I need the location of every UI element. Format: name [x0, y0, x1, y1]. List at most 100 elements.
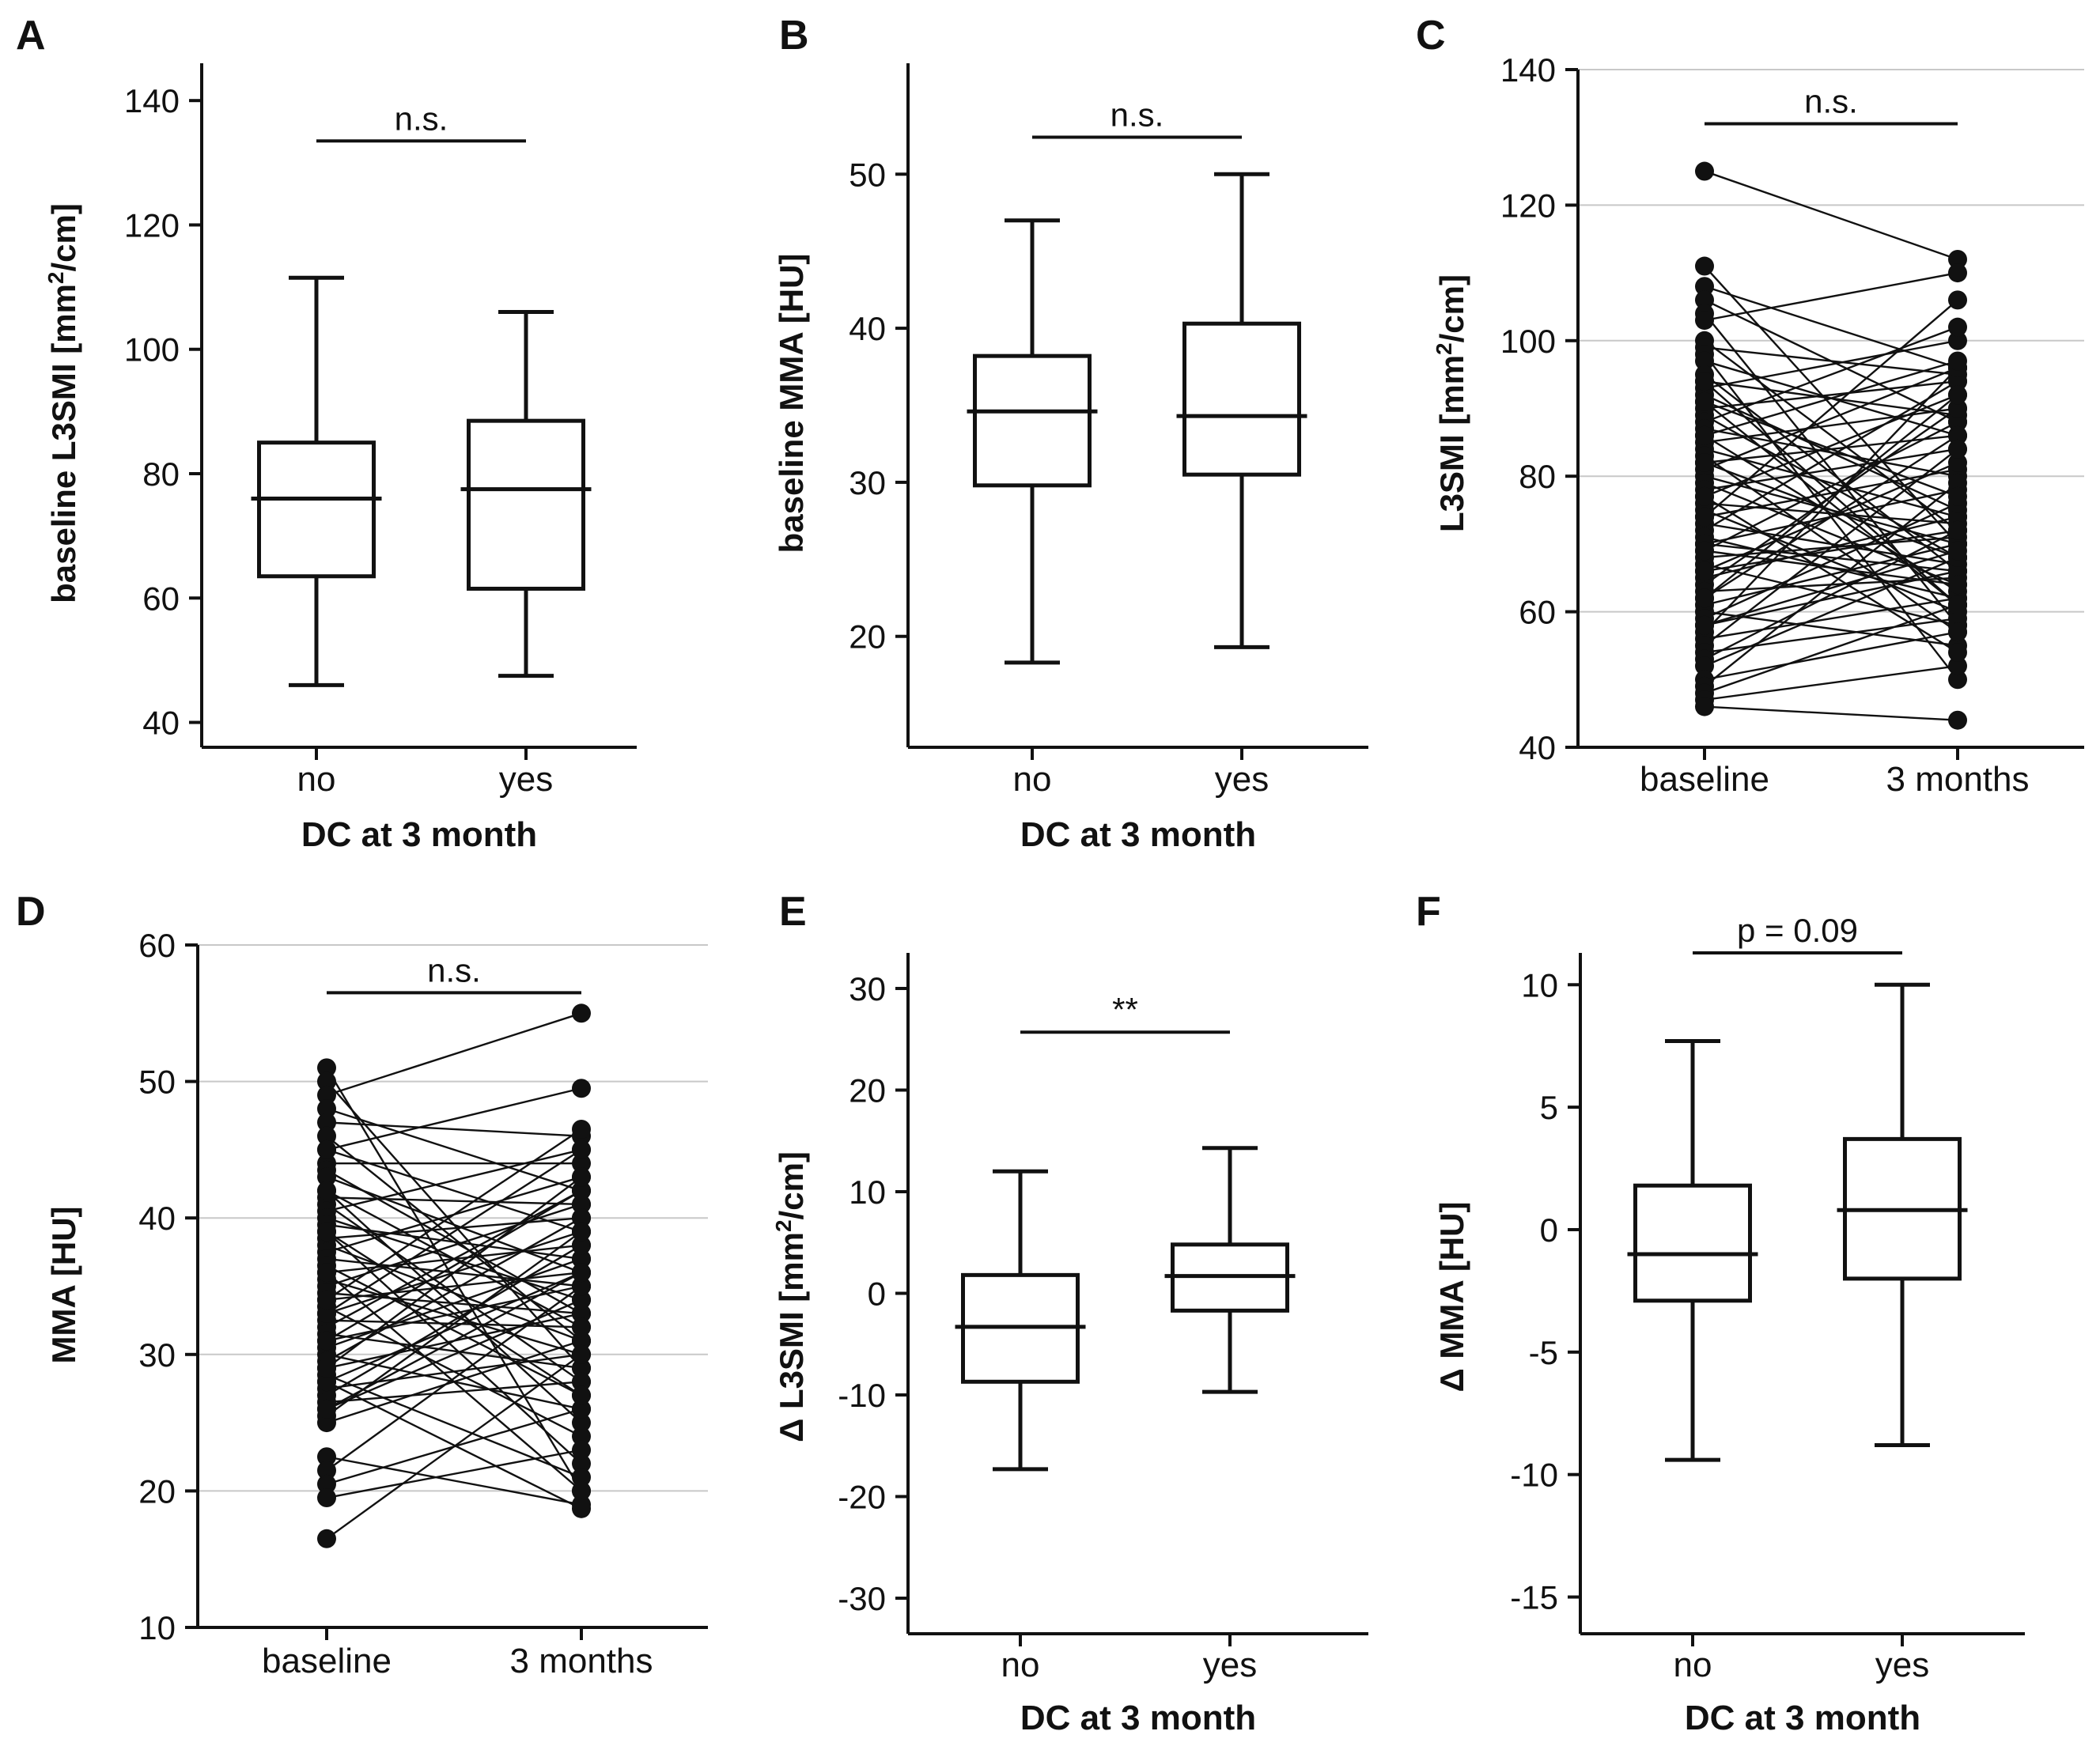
pair-line	[1704, 346, 1958, 376]
iqr-box	[257, 440, 376, 579]
significance-label: n.s.	[1804, 83, 1858, 120]
followup-point	[1948, 331, 1967, 350]
followup-point	[572, 1079, 591, 1098]
followup-point	[1948, 561, 1967, 581]
y-tick-label: 50	[138, 1064, 176, 1101]
followup-point	[1948, 595, 1967, 615]
pair-line	[1704, 366, 1958, 471]
pair-line	[1704, 367, 1958, 633]
followup-point	[572, 1331, 591, 1351]
pair-line	[1704, 448, 1958, 491]
y-tick-label: 40	[1519, 729, 1556, 766]
significance-label: n.s.	[395, 100, 448, 137]
baseline-point	[1695, 161, 1714, 181]
followup-point	[572, 1372, 591, 1392]
y-tick-label: 80	[1519, 458, 1556, 495]
baseline-point	[1695, 507, 1714, 527]
followup-point	[572, 1440, 591, 1460]
pair-line	[326, 1135, 582, 1342]
significance-label: **	[1112, 991, 1138, 1028]
pair-line	[1704, 421, 1958, 552]
pair-line	[1704, 434, 1958, 599]
x-tick-label: yes	[1203, 1646, 1257, 1684]
pair-line	[326, 1272, 582, 1383]
y-tick-label: -30	[838, 1580, 886, 1617]
pair-line	[1704, 664, 1958, 701]
followup-point	[572, 1181, 591, 1200]
pair-line	[326, 1230, 582, 1397]
x-tick-label: 3 months	[510, 1642, 653, 1680]
box-yes	[1176, 172, 1307, 649]
baseline-point	[1695, 351, 1714, 371]
y-axis-label: Δ MMA [HU]	[1433, 1202, 1470, 1393]
followup-point	[1948, 372, 1967, 391]
y-tick-label: 20	[849, 618, 886, 656]
pair-line	[1704, 400, 1958, 606]
box-no	[251, 275, 382, 687]
pair-line	[326, 1456, 582, 1506]
followup-point	[572, 1276, 591, 1296]
pair-line	[326, 1230, 582, 1417]
pair-line	[1704, 523, 1958, 565]
baseline-point	[1695, 541, 1714, 561]
baseline-point	[317, 1222, 336, 1242]
pair-line	[325, 1067, 583, 1492]
pair-line	[1704, 380, 1958, 531]
baseline-point	[1695, 290, 1714, 310]
pair-line	[326, 1128, 582, 1301]
y-tick-label: -10	[1510, 1457, 1558, 1494]
baseline-point	[1695, 372, 1714, 391]
followup-point	[572, 1481, 591, 1501]
y-tick-label: 60	[138, 927, 176, 964]
followup-point	[1948, 507, 1967, 527]
y-tick-label: 30	[849, 464, 886, 501]
y-tick-label: 80	[142, 455, 180, 493]
x-tick-label: baseline	[262, 1642, 392, 1680]
baseline-point	[317, 1304, 336, 1324]
followup-point	[572, 1427, 591, 1446]
followup-point	[572, 1004, 591, 1023]
panel-b: B 20 30 40 50 no yes DC at 3 month baseline MMA …	[773, 13, 1368, 854]
y-tick-label: -15	[1510, 1579, 1558, 1616]
followup-point	[1948, 351, 1967, 371]
pair-line	[326, 1257, 582, 1349]
pair-line	[326, 1217, 582, 1240]
followup-point	[572, 1468, 591, 1487]
pair-line	[326, 1332, 582, 1370]
followup-point	[572, 1413, 591, 1433]
followup-point	[572, 1317, 591, 1337]
baseline-point	[1695, 256, 1714, 276]
x-tick-label: yes	[499, 760, 553, 799]
x-tick-label: yes	[1215, 760, 1269, 799]
pair-line	[1704, 570, 1958, 626]
followup-point	[1948, 263, 1967, 283]
followup-point	[572, 1453, 591, 1473]
pair-line	[1704, 502, 1958, 620]
baseline-point	[1695, 656, 1714, 676]
baseline-point	[317, 1058, 336, 1078]
paired-lines	[317, 1004, 591, 1548]
baseline-point	[317, 1331, 336, 1351]
pair-line	[326, 1244, 582, 1397]
y-tick-label: 30	[849, 970, 886, 1007]
pair-line	[1704, 617, 1958, 654]
followup-point	[572, 1344, 591, 1364]
pair-line	[326, 1244, 582, 1342]
followup-point	[572, 1263, 591, 1283]
x-axis-label: DC at 3 month	[1020, 815, 1256, 854]
pair-line	[1704, 529, 1958, 660]
baseline-point	[1695, 425, 1714, 445]
followup-point	[1948, 622, 1967, 642]
pair-line	[326, 1353, 582, 1540]
y-tick-label: 20	[138, 1472, 176, 1510]
followup-point	[1948, 656, 1967, 676]
followup-point	[1948, 249, 1967, 269]
y-tick-label: 60	[1519, 594, 1556, 631]
pair-line	[1704, 380, 1958, 606]
baseline-point	[317, 1461, 336, 1480]
followup-point	[572, 1154, 591, 1174]
followup-point	[572, 1499, 591, 1518]
followup-point	[1948, 643, 1967, 663]
pair-line	[326, 1272, 582, 1410]
followup-point	[1948, 541, 1967, 561]
